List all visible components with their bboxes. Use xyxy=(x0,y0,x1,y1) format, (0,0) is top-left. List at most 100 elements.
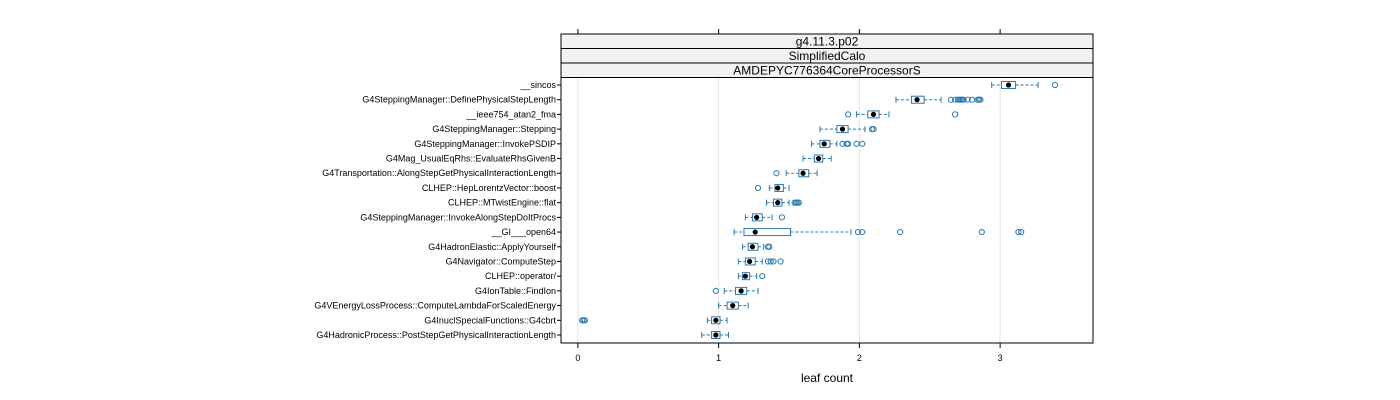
category-label: CLHEP::operator/ xyxy=(485,271,557,281)
outlier-point xyxy=(767,258,774,265)
category-label: CLHEP::HepLorentzVector::boost xyxy=(422,183,557,193)
category-label: CLHEP::MTwistEngine::flat xyxy=(448,198,557,208)
box-row xyxy=(733,228,1025,237)
median-dot xyxy=(914,97,920,103)
iqr-box xyxy=(813,154,824,163)
median-dot xyxy=(775,200,781,206)
outlier-point xyxy=(754,184,762,192)
outlier-point xyxy=(712,287,719,294)
box-row xyxy=(819,125,877,134)
outlier-point xyxy=(960,96,967,103)
iqr-box xyxy=(819,139,831,148)
category-label: G4VEnergyLossProcess::ComputeLambdaForSc… xyxy=(314,301,556,311)
x-tick-label: 0 xyxy=(575,353,580,363)
box-row xyxy=(737,272,766,281)
outlier-point xyxy=(978,228,985,236)
category-label: G4Navigator::ComputeStep xyxy=(445,256,556,266)
median-dot xyxy=(800,170,806,176)
median-dot xyxy=(839,126,846,132)
median-dot xyxy=(754,214,760,220)
category-label: G4InuclSpecialFunctions::G4cbrt xyxy=(424,315,556,325)
iqr-box xyxy=(836,125,849,134)
median-dot xyxy=(738,288,744,294)
iqr-box xyxy=(910,95,925,104)
box-row xyxy=(811,139,866,148)
category-label: G4SteppingManager::InvokeAlongStepDoItPr… xyxy=(360,212,556,222)
x-tick-label: 1 xyxy=(716,353,721,363)
category-label: G4SteppingManager::Stepping xyxy=(432,124,556,134)
box-row xyxy=(754,183,790,192)
median-dot xyxy=(742,273,748,279)
box-row xyxy=(895,95,984,104)
median-dot xyxy=(870,111,877,118)
box-row xyxy=(712,286,759,295)
median-dot xyxy=(713,332,719,338)
outlier-point xyxy=(773,170,780,177)
iqr-box xyxy=(743,228,791,237)
box-row xyxy=(744,213,786,222)
box-row xyxy=(742,242,773,251)
strip-label: AMDEPYC776364CoreProcessorS xyxy=(733,64,920,78)
outlier-point xyxy=(1015,228,1022,236)
outlier-point xyxy=(854,228,862,236)
iqr-box xyxy=(773,198,783,207)
iqr-box xyxy=(1001,81,1017,89)
box-row xyxy=(991,81,1059,89)
outlier-point xyxy=(870,126,877,133)
box-row xyxy=(718,301,749,310)
iqr-box xyxy=(744,257,756,266)
outlier-point xyxy=(947,96,954,103)
iqr-box xyxy=(711,331,721,339)
box-row xyxy=(845,110,959,119)
category-label: G4HadronElastic::ApplyYourself xyxy=(428,242,556,252)
iqr-box xyxy=(735,286,748,295)
strip-label: SimplifiedCalo xyxy=(789,49,866,63)
outlier-point xyxy=(1051,81,1059,89)
iqr-box xyxy=(798,169,810,178)
median-dot xyxy=(775,185,781,191)
box-row xyxy=(737,257,784,266)
panel-frame xyxy=(560,77,1094,344)
box-layer xyxy=(579,81,1059,339)
median-dot xyxy=(752,229,758,235)
outlier-point xyxy=(777,258,784,265)
outlier-point xyxy=(859,228,866,236)
median-dot xyxy=(749,244,756,250)
grid-layer xyxy=(577,77,1001,343)
box-row xyxy=(701,331,729,339)
outlier-point xyxy=(859,140,866,147)
category-label: G4Mag_UsualEqRhs::EvaluateRhsGivenB xyxy=(386,154,556,164)
median-dot xyxy=(746,258,753,265)
outlier-point xyxy=(845,140,852,147)
outlier-point xyxy=(964,96,971,103)
x-tick-label: 2 xyxy=(857,353,862,363)
x-axis-title: leaf count xyxy=(801,371,854,385)
outlier-point xyxy=(795,199,802,206)
category-label: G4Transportation::AlongStepGetPhysicalIn… xyxy=(322,168,556,178)
outlier-point xyxy=(770,258,777,265)
category-label: G4SteppingManager::DefinePhysicalStepLen… xyxy=(362,95,556,105)
iqr-box xyxy=(711,316,721,325)
category-label: __ieee754_atan2_fma xyxy=(465,109,556,119)
outlier-point xyxy=(853,140,860,147)
median-dot xyxy=(821,141,827,147)
median-dot xyxy=(815,155,822,162)
category-label: __sincos xyxy=(519,80,556,90)
outlier-point xyxy=(897,228,904,236)
outlier-point xyxy=(845,111,852,118)
iqr-box xyxy=(747,242,759,251)
outlier-point xyxy=(977,96,984,103)
iqr-box xyxy=(726,301,739,310)
category-label: G4IonTable::FindIon xyxy=(475,286,556,296)
category-label: G4HadronicProcess::PostStepGetPhysicalIn… xyxy=(316,330,556,340)
outlier-point xyxy=(1018,228,1025,236)
outlier-point xyxy=(951,111,959,118)
median-dot xyxy=(713,317,719,323)
category-label: G4SteppingManager::InvokePSDIP xyxy=(414,139,556,149)
box-row xyxy=(765,198,802,207)
median-dot xyxy=(1005,82,1012,88)
box-row xyxy=(579,316,728,325)
outlier-point xyxy=(759,273,766,280)
outlier-point xyxy=(766,243,773,250)
